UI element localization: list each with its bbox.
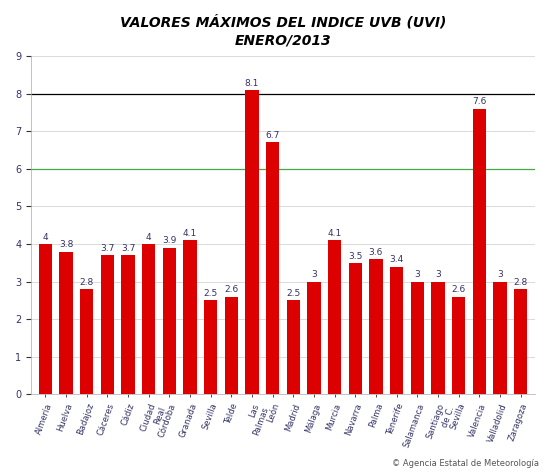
Text: 4: 4 [146,233,152,242]
Text: 2.8: 2.8 [80,278,94,287]
Bar [266,142,279,394]
Text: 8.1: 8.1 [245,79,259,88]
Bar [224,297,238,394]
Text: 7.6: 7.6 [472,97,486,106]
Text: 2.6: 2.6 [224,285,239,294]
Bar [39,244,52,394]
Text: 4: 4 [42,233,48,242]
Bar [245,90,258,394]
Text: 2.5: 2.5 [286,289,300,298]
Bar [452,297,465,394]
Bar [369,259,383,394]
Text: 4.1: 4.1 [327,229,342,238]
Bar [80,289,94,394]
Text: 3.9: 3.9 [162,236,177,245]
Bar [390,267,403,394]
Bar [431,281,444,394]
Text: 2.8: 2.8 [513,278,527,287]
Bar [122,255,135,394]
Text: 3.6: 3.6 [368,248,383,257]
Text: 3.7: 3.7 [121,244,135,253]
Bar [287,300,300,394]
Text: 2.5: 2.5 [204,289,218,298]
Text: 3.4: 3.4 [389,255,404,264]
Bar [59,252,73,394]
Bar [101,255,114,394]
Bar [183,240,197,394]
Text: 3: 3 [311,271,317,280]
Text: 3: 3 [497,271,503,280]
Bar [493,281,507,394]
Bar [514,289,527,394]
Title: VALORES MÁXIMOS DEL INDICE UVB (UVI)
ENERO/2013: VALORES MÁXIMOS DEL INDICE UVB (UVI) ENE… [120,15,446,48]
Text: 4.1: 4.1 [183,229,197,238]
Bar [142,244,156,394]
Bar [328,240,342,394]
Text: 3: 3 [435,271,441,280]
Text: 3.8: 3.8 [59,240,73,249]
Text: 3: 3 [414,271,420,280]
Bar [163,248,176,394]
Bar [307,281,321,394]
Bar [472,109,486,394]
Text: 2.6: 2.6 [452,285,466,294]
Text: 3.7: 3.7 [100,244,114,253]
Text: 3.5: 3.5 [348,252,362,261]
Bar [204,300,217,394]
Bar [410,281,424,394]
Bar [349,263,362,394]
Text: © Agencia Estatal de Meteorología: © Agencia Estatal de Meteorología [392,459,539,468]
Text: 6.7: 6.7 [266,131,280,140]
